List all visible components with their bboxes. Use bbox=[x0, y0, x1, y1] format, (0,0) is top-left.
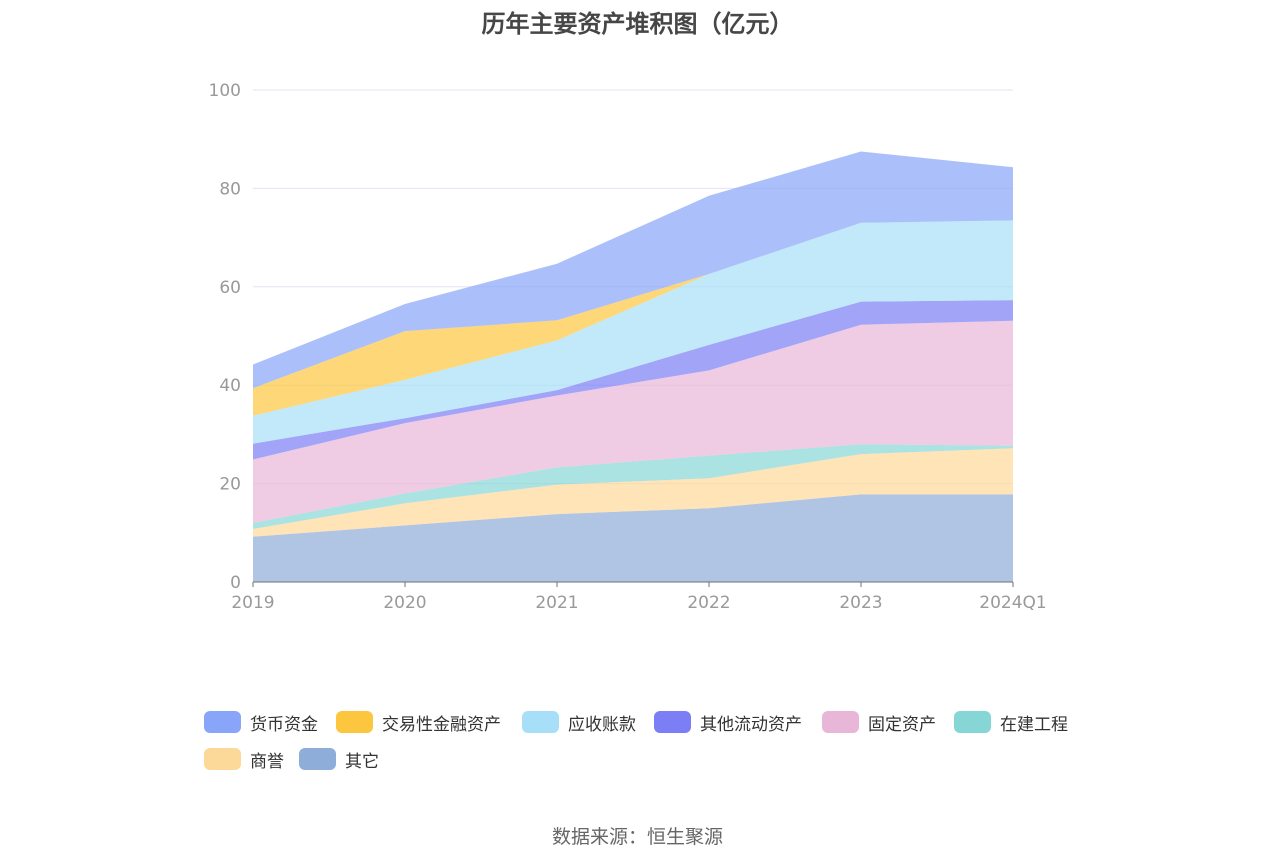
source-note: 数据来源：恒生聚源 bbox=[551, 826, 723, 848]
legend-swatch bbox=[822, 711, 859, 733]
area-series-其它[interactable] bbox=[253, 494, 1013, 582]
legend-item-交易性金融资产[interactable]: 交易性金融资产 bbox=[336, 710, 501, 735]
area-series-应收账款[interactable] bbox=[253, 220, 1013, 444]
legend-label: 货币资金 bbox=[250, 714, 318, 735]
legend-label: 其他流动资产 bbox=[700, 714, 802, 735]
legend-label: 应收账款 bbox=[568, 714, 636, 735]
legend-item-商誉[interactable]: 商誉 bbox=[204, 747, 284, 772]
legend-swatch bbox=[204, 711, 241, 733]
y-tick-label: 80 bbox=[219, 179, 241, 199]
legend-item-应收账款[interactable]: 应收账款 bbox=[522, 710, 636, 735]
legend-label: 固定资产 bbox=[868, 714, 936, 735]
legend-item-在建工程[interactable]: 在建工程 bbox=[954, 710, 1068, 735]
chart-title: 历年主要资产堆积图（亿元） bbox=[481, 10, 794, 38]
legend-item-货币资金[interactable]: 货币资金 bbox=[204, 710, 318, 735]
y-tick-label: 40 bbox=[219, 376, 241, 396]
x-tick-label: 2022 bbox=[687, 593, 730, 613]
y-tick-label: 60 bbox=[219, 278, 241, 298]
y-tick-label: 0 bbox=[230, 573, 241, 593]
area-series-固定资产[interactable] bbox=[253, 320, 1013, 523]
legend-label: 交易性金融资产 bbox=[382, 714, 501, 735]
legend-item-其他流动资产[interactable]: 其他流动资产 bbox=[654, 710, 802, 735]
legend-label: 其它 bbox=[345, 751, 379, 772]
y-tick-label: 20 bbox=[219, 475, 241, 495]
legend-swatch bbox=[204, 748, 241, 770]
legend-swatch bbox=[336, 711, 373, 733]
area-series-layer bbox=[253, 151, 1013, 582]
y-tick-label: 100 bbox=[209, 81, 241, 101]
area-series-货币资金[interactable] bbox=[253, 151, 1013, 389]
legend-label: 在建工程 bbox=[1000, 714, 1068, 735]
x-tick-label: 2020 bbox=[383, 593, 426, 613]
area-series-交易性金融资产[interactable] bbox=[253, 220, 1013, 416]
legend-item-其它[interactable]: 其它 bbox=[299, 747, 379, 772]
legend-swatch bbox=[299, 748, 336, 770]
legend-swatch bbox=[954, 711, 991, 733]
x-tick-label: 2024Q1 bbox=[979, 593, 1046, 613]
legend-item-固定资产[interactable]: 固定资产 bbox=[822, 710, 936, 735]
x-tick-label: 2023 bbox=[839, 593, 882, 613]
x-tick-label: 2019 bbox=[231, 593, 274, 613]
area-series-商誉[interactable] bbox=[253, 448, 1013, 537]
legend-label: 商誉 bbox=[250, 751, 284, 772]
legend-swatch bbox=[654, 711, 691, 733]
area-series-其他流动资产[interactable] bbox=[253, 300, 1013, 460]
x-tick-label: 2021 bbox=[535, 593, 578, 613]
axes: 0 20 40 60 80 100 2019 2020 2021 2022 2023 2024Q1 bbox=[209, 81, 1047, 613]
stacked-area-chart: 0 20 40 60 80 100 2019 2020 2021 2022 2023 2024Q1 bbox=[209, 81, 1047, 613]
legend-swatch bbox=[522, 711, 559, 733]
